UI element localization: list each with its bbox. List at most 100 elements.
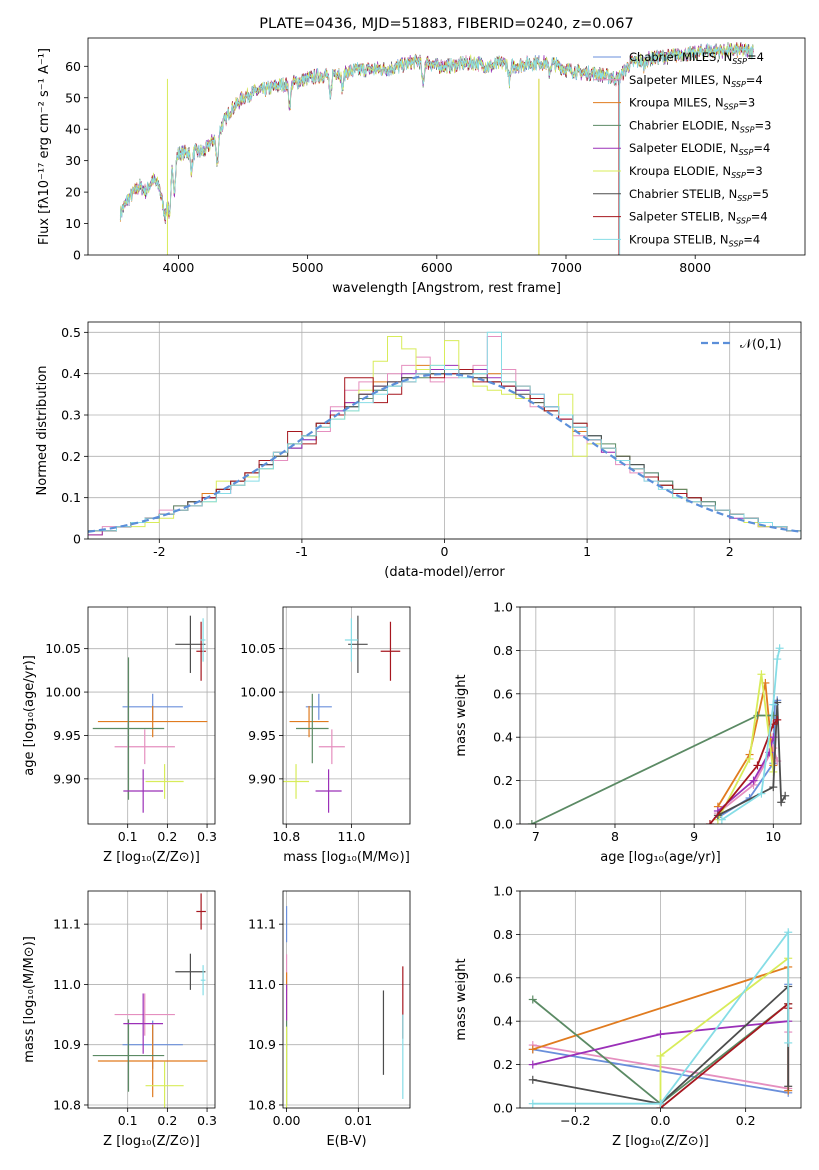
spectrum-line — [119, 42, 754, 221]
y-tick-label: 11.1 — [53, 917, 81, 932]
residuals-panel: -2 -1 0 1 2 0 0.1 0.2 0.3 0.4 0.5 (data-model)/erro… — [35, 321, 802, 580]
legend-label: Chabrier STELIB, N — [629, 187, 737, 201]
errorbar-point — [92, 1019, 165, 1092]
plus-marker — [773, 715, 782, 724]
weight_vs_age-panel: 7 8 9 10 0.0 0.2 0.4 0.6 0.8 1.0 age [log₁₀(age/yr… — [454, 600, 802, 865]
weight-line — [709, 719, 778, 824]
legend-entry: Chabrier ELODIE, NSSP=3 — [629, 118, 771, 134]
x-tick-label: 7 — [532, 829, 540, 844]
errorbar-point — [114, 729, 175, 765]
errorbar-point — [344, 618, 358, 662]
y-tick-label: 20 — [65, 185, 81, 200]
plus-marker — [745, 754, 754, 763]
legend-subscript: SSP — [737, 194, 752, 203]
x-tick-label: 0.2 — [157, 1113, 177, 1128]
y-tick-label: 0.6 — [493, 970, 513, 985]
mass_vs_z-marks — [92, 893, 208, 1108]
y-tick-label: 10 — [65, 216, 81, 231]
errorbar-point — [318, 729, 345, 765]
y-tick-label: 0.5 — [61, 325, 81, 340]
legend-subscript: SSP — [739, 148, 754, 157]
errorbar-point — [92, 657, 165, 800]
errorbar-point — [200, 965, 206, 996]
x-tick-label: 10 — [765, 829, 781, 844]
y-tick-label: 50 — [65, 90, 81, 105]
x-axis-label: wavelength [Angstrom, rest frame] — [332, 281, 561, 296]
chart-title: PLATE=0436, MJD=51883, FIBERID=0240, z=0… — [259, 16, 633, 32]
errorbar-point — [296, 693, 329, 764]
x-tick-label: -2 — [153, 544, 165, 559]
legend-subscript: SSP — [724, 103, 739, 112]
axes-frame — [87, 321, 802, 540]
y-tick-label: 11.0 — [53, 977, 81, 992]
errorbar-point — [175, 953, 206, 990]
x-axis-label: E(B-V) — [326, 1134, 366, 1149]
errorbar-point — [123, 769, 164, 813]
legend-subscript: SSP — [731, 171, 746, 180]
x-tick-label: 0.3 — [197, 829, 217, 844]
errorbar-point — [380, 621, 401, 681]
axes-frame — [87, 606, 216, 825]
errorbar-point — [315, 769, 342, 813]
x-tick-label: 0.0 — [651, 1113, 671, 1128]
legend-subscript: SSP — [740, 125, 755, 134]
plus-marker — [528, 995, 537, 1004]
y-tick-label: 0.4 — [493, 1014, 513, 1029]
axes-frame — [519, 890, 802, 1109]
x-tick-label: 10.8 — [272, 829, 300, 844]
y-tick-label: 0.8 — [493, 643, 513, 658]
plus-marker — [777, 798, 786, 807]
y-tick-label: 10.8 — [248, 1097, 276, 1112]
spectrum-line — [119, 43, 754, 221]
legend-entry: Chabrier STELIB, NSSP=5 — [629, 187, 769, 203]
y-axis-label: mass weight — [454, 674, 469, 756]
legend-label: Kroupa STELIB, N — [629, 232, 729, 246]
plus-marker — [528, 1075, 537, 1084]
legend-count: =3 — [738, 96, 755, 110]
x-axis-label: mass [log₁₀(M/M⊙)] — [283, 850, 410, 865]
plus-marker — [757, 670, 766, 679]
weight_vs_age-marks — [527, 644, 790, 824]
y-axis-label: Normed distribution — [35, 366, 50, 496]
legend-subscript: SSP — [732, 57, 747, 66]
legend-subscript: SSP — [736, 217, 751, 226]
legend-count: =4 — [743, 232, 760, 246]
mass_vs_ebv-marks — [285, 906, 404, 1108]
plus-marker — [705, 820, 714, 824]
legend-count: =4 — [753, 141, 770, 155]
y-tick-label: 0.1 — [61, 490, 81, 505]
x-tick-label: 0.1 — [118, 829, 138, 844]
y-axis-label: mass weight — [454, 958, 469, 1040]
errorbar-point — [200, 618, 206, 662]
x-tick-label: 8000 — [679, 260, 711, 275]
spectrum-panel: 4000 5000 6000 7000 8000 0 10 20 30 40 50 60 wavelen… — [37, 16, 806, 296]
errorbar-point — [123, 993, 164, 1054]
legend-count: =4 — [751, 210, 768, 224]
legend-label: Salpeter MILES, N — [629, 73, 731, 87]
y-tick-label: 0.0 — [493, 817, 513, 832]
legend-entry: Chabrier MILES, NSSP=4 — [629, 50, 764, 66]
legend-subscript: SSP — [731, 80, 746, 89]
legend-label: Chabrier MILES, N — [629, 50, 732, 64]
plus-marker — [753, 761, 762, 770]
axes-frame — [519, 606, 802, 825]
legend-label: Salpeter ELODIE, N — [629, 141, 739, 155]
x-axis-label: Z [log₁₀(Z/Z⊙)] — [103, 1134, 200, 1149]
legend-entry: Salpeter MILES, NSSP=4 — [629, 73, 763, 89]
y-tick-label: 10.8 — [53, 1097, 81, 1112]
weight-line — [717, 736, 775, 812]
y-tick-label: 9.95 — [53, 728, 81, 743]
plus-marker — [769, 783, 778, 792]
errorbar-point — [145, 764, 184, 799]
legend-entry: Kroupa MILES, NSSP=3 — [629, 96, 755, 112]
plus-marker — [769, 700, 778, 709]
errorbar-point — [283, 764, 310, 799]
y-tick-label: 11.1 — [248, 917, 276, 932]
x-axis-label: Z [log₁₀(Z/Z⊙)] — [103, 850, 200, 865]
axes-frame — [282, 890, 411, 1109]
legend-count: =3 — [755, 118, 772, 132]
legend-count: =3 — [746, 164, 763, 178]
x-tick-label: 4000 — [163, 260, 195, 275]
weight_vs_z-marks — [528, 928, 793, 1108]
